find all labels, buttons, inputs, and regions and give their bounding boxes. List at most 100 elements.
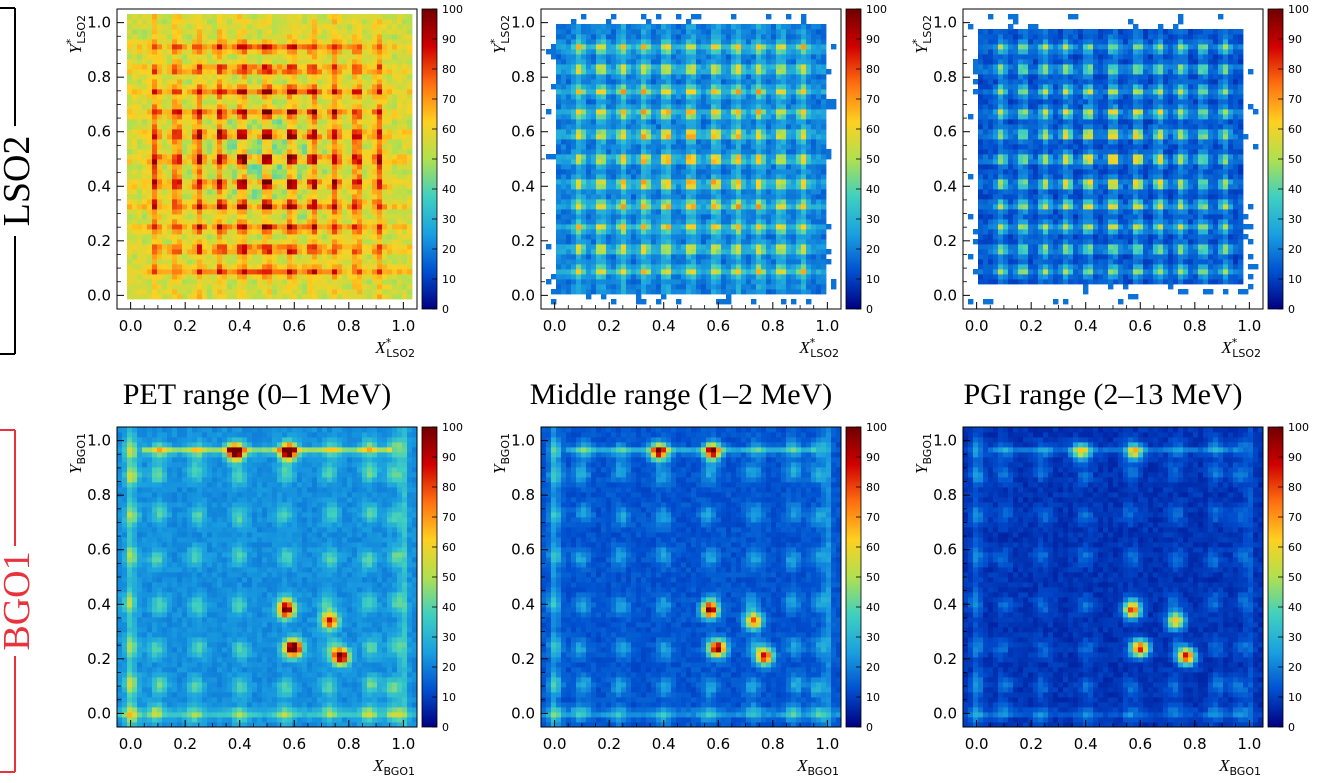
- heatmap-cell: [332, 179, 337, 184]
- heatmap-cell: [312, 259, 317, 264]
- heatmap-cell: [312, 124, 317, 129]
- heatmap-cell: [187, 224, 192, 229]
- heatmap-cell: [142, 284, 147, 289]
- heatmap-cell: [337, 254, 342, 259]
- heatmap-cell: [267, 29, 272, 34]
- heatmap-cell: [272, 269, 277, 274]
- heatmap-cell: [227, 49, 232, 54]
- heatmap-cell: [227, 239, 232, 244]
- heatmap-cell: [307, 294, 312, 299]
- heatmap-cell: [187, 59, 192, 64]
- heatmap-cell: [162, 144, 167, 149]
- heatmap-cell: [282, 84, 287, 89]
- heatmap-cell: [242, 144, 247, 149]
- heatmap-cell: [277, 49, 282, 54]
- heatmap-cell: [187, 119, 192, 124]
- heatmap-cell: [247, 39, 252, 44]
- heatmap-cell: [177, 69, 182, 74]
- heatmap-cell: [207, 19, 212, 24]
- heatmap-cell: [217, 174, 222, 179]
- heatmap-cell: [242, 259, 247, 264]
- heatmap-cell: [202, 119, 207, 124]
- heatmap-cell: [302, 44, 307, 49]
- heatmap-cell: [132, 94, 137, 99]
- heatmap-cell: [212, 159, 217, 164]
- heatmap-cell: [232, 229, 237, 234]
- heatmap-cell: [127, 19, 132, 24]
- heatmap-cell: [237, 139, 242, 144]
- heatmap-cell: [322, 254, 327, 259]
- heatmap-cell: [132, 129, 137, 134]
- heatmap-cell: [177, 174, 182, 179]
- heatmap-cell: [247, 169, 252, 174]
- heatmap-cell: [257, 149, 262, 154]
- heatmap-cell: [307, 239, 312, 244]
- heatmap-cell: [177, 49, 182, 54]
- heatmap-cell: [282, 94, 287, 99]
- heatmap-cell: [267, 174, 272, 179]
- heatmap-cell: [332, 254, 337, 259]
- heatmap-cell: [332, 139, 337, 144]
- heatmap-cell: [142, 144, 147, 149]
- heatmap-cell: [232, 239, 237, 244]
- heatmap-cell: [332, 249, 337, 254]
- heatmap-cell: [287, 239, 292, 244]
- heatmap-cell: [332, 129, 337, 134]
- heatmap-cell: [137, 39, 142, 44]
- heatmap-cell: [212, 59, 217, 64]
- heatmap-cell: [317, 49, 322, 54]
- heatmap-cell: [182, 204, 187, 209]
- heatmap-cell: [207, 104, 212, 109]
- heatmap-cell: [317, 119, 322, 124]
- heatmap-cell: [262, 29, 267, 34]
- heatmap-cell: [212, 264, 217, 269]
- heatmap-cell: [222, 124, 227, 129]
- heatmap-cell: [292, 69, 297, 74]
- heatmap-cell: [327, 54, 332, 59]
- heatmap-cell: [312, 224, 317, 229]
- heatmap-cell: [137, 54, 142, 59]
- heatmap-cell: [232, 214, 237, 219]
- heatmap-cell: [262, 99, 267, 104]
- heatmap-cell: [132, 164, 137, 169]
- heatmap-cell: [172, 259, 177, 264]
- heatmap-cell: [147, 249, 152, 254]
- heatmap-cell: [247, 209, 252, 214]
- heatmap-cell: [197, 84, 202, 89]
- heatmap-cell: [182, 244, 187, 249]
- heatmap-cell: [222, 99, 227, 104]
- heatmap-cell: [292, 239, 297, 244]
- heatmap-cell: [257, 124, 262, 129]
- heatmap-cell: [267, 119, 272, 124]
- heatmap-cell: [202, 19, 207, 24]
- heatmap-cell: [292, 214, 297, 219]
- heatmap-cell: [152, 19, 157, 24]
- heatmap-cell: [202, 149, 207, 154]
- heatmap-cell: [142, 254, 147, 259]
- heatmap-cell: [332, 219, 337, 224]
- heatmap-cell: [272, 139, 277, 144]
- heatmap-cell: [152, 254, 157, 259]
- heatmap-cell: [287, 59, 292, 64]
- heatmap-cell: [162, 254, 167, 259]
- heatmap-cell: [212, 229, 217, 234]
- heatmap-cell: [337, 204, 342, 209]
- heatmap-cell: [317, 214, 322, 219]
- heatmap-cell: [177, 254, 182, 259]
- heatmap-cell: [207, 154, 212, 159]
- heatmap-cell: [202, 129, 207, 134]
- heatmap-cell: [242, 264, 247, 269]
- heatmap-cell: [242, 24, 247, 29]
- heatmap-cell: [287, 274, 292, 279]
- heatmap-cell: [127, 174, 132, 179]
- heatmap-cell: [317, 174, 322, 179]
- heatmap-cell: [177, 109, 182, 114]
- heatmap-cell: [177, 249, 182, 254]
- heatmap-cell: [312, 234, 317, 239]
- heatmap-cell: [127, 169, 132, 174]
- heatmap-cell: [212, 214, 217, 219]
- heatmap-cell: [147, 34, 152, 39]
- heatmap-cell: [272, 149, 277, 154]
- heatmap-cell: [277, 84, 282, 89]
- heatmap-cell: [127, 209, 132, 214]
